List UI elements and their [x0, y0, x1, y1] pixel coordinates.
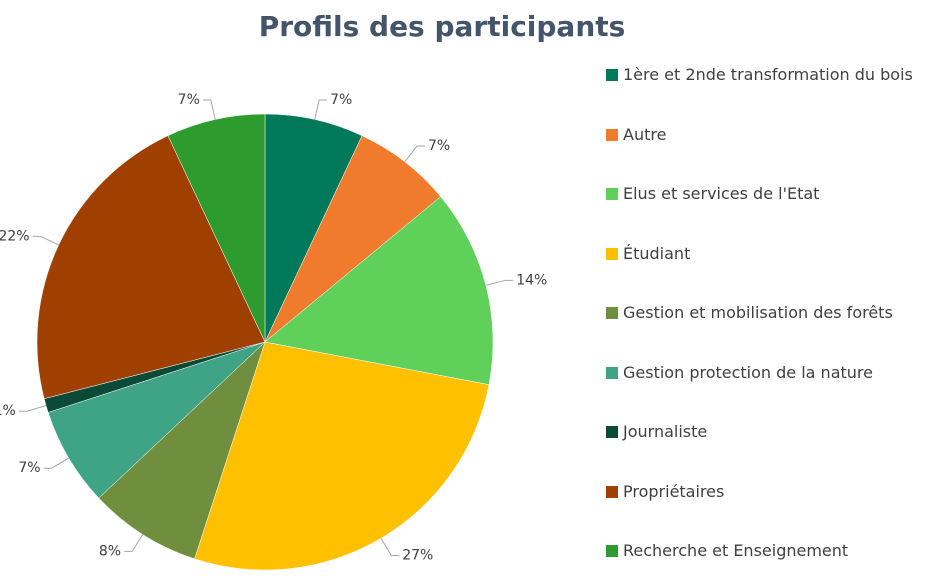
legend-swatch	[606, 545, 618, 557]
legend-label: 1ère et 2nde transformation du bois	[623, 65, 913, 84]
chart-title: Profils des participants	[259, 10, 626, 43]
legend-label: Elus et services de l'Etat	[623, 184, 820, 203]
legend-label: Gestion protection de la nature	[623, 362, 873, 382]
legend-item: Elus et services de l'Etat	[606, 183, 926, 205]
data-label: 22%	[0, 228, 30, 244]
legend-swatch	[606, 69, 618, 81]
legend-swatch	[606, 307, 618, 319]
leader-line	[32, 235, 59, 246]
legend-item: Journaliste	[606, 421, 926, 443]
legend-swatch	[606, 366, 618, 379]
data-label: 7%	[18, 460, 40, 476]
data-label: 7%	[330, 92, 352, 108]
legend-swatch	[606, 128, 618, 141]
legend-swatch	[606, 188, 618, 200]
data-label: 7%	[178, 92, 200, 108]
legend-label: Étudiant	[623, 243, 691, 263]
leader-line	[404, 145, 426, 163]
data-label: 14%	[516, 272, 547, 288]
legend-item: Étudiant	[606, 243, 926, 265]
leader-line	[314, 99, 328, 120]
legend-item: Gestion protection de la nature	[606, 362, 926, 384]
data-label: 1%	[0, 403, 16, 419]
legend-label: Gestion et mobilisation des forêts	[623, 303, 893, 322]
legend-swatch	[606, 426, 618, 438]
legend-swatch	[606, 247, 618, 260]
leader-line	[202, 99, 216, 120]
legend-item: Autre	[606, 124, 926, 146]
leader-line	[43, 457, 70, 469]
legend-label: Recherche et Enseignement	[623, 541, 849, 560]
leader-line	[124, 534, 144, 552]
legend-label: Autre	[623, 124, 667, 144]
data-label: 8%	[99, 543, 121, 559]
legend-swatch	[606, 485, 618, 498]
leader-line	[380, 537, 400, 556]
leader-line	[485, 279, 514, 286]
legend-item: Recherche et Enseignement	[606, 540, 926, 562]
legend-item: Propriétaires	[606, 481, 926, 503]
legend-label: Journaliste	[623, 422, 708, 441]
data-label: 7%	[428, 138, 450, 154]
data-label: 27%	[402, 547, 433, 563]
legend-label: Propriétaires	[623, 481, 725, 501]
pie-slice	[194, 341, 490, 571]
pie-slice	[264, 196, 494, 386]
legend-item: Gestion et mobilisation des forêts	[606, 302, 926, 324]
legend-item: 1ère et 2nde transformation du bois	[606, 64, 926, 86]
leader-line	[18, 405, 47, 412]
